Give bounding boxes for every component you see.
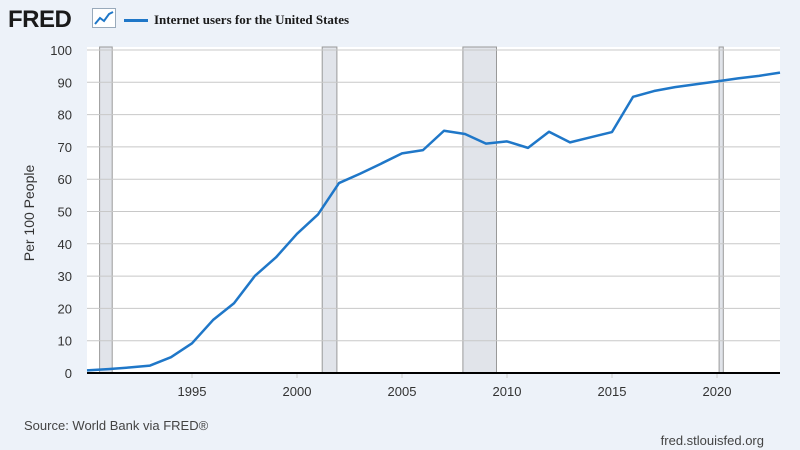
y-tick-label: 50	[58, 205, 72, 220]
y-tick-label: 30	[58, 269, 72, 284]
y-tick-label: 70	[58, 140, 72, 155]
fred-logo: FRED	[8, 6, 72, 33]
y-tick-label: 90	[58, 75, 72, 90]
x-tick-label: 2005	[388, 384, 417, 399]
site-url[interactable]: fred.stlouisfed.org	[660, 433, 764, 448]
y-axis-label: Per 100 People	[21, 164, 37, 262]
legend-swatch	[124, 18, 148, 22]
legend: Internet users for the United States	[124, 12, 349, 28]
x-tick-label: 2010	[493, 384, 522, 399]
y-tick-label: 60	[58, 172, 72, 187]
recession-band	[99, 46, 113, 374]
line-chart-icon	[92, 8, 116, 28]
recession-band	[718, 46, 724, 374]
recession-band	[462, 46, 497, 374]
recession-band	[321, 46, 338, 374]
x-tick-label: 2020	[703, 384, 732, 399]
x-tick-label: 2015	[598, 384, 627, 399]
y-tick-label: 0	[65, 366, 72, 381]
x-tick-label: 1995	[178, 384, 207, 399]
series-line	[86, 71, 781, 372]
y-tick-label: 10	[58, 334, 72, 349]
source-note: Source: World Bank via FRED®	[24, 418, 209, 433]
plot-area	[87, 47, 780, 373]
legend-label: Internet users for the United States	[154, 12, 350, 27]
y-tick-label: 40	[58, 237, 72, 252]
x-tick-label: 2000	[283, 384, 312, 399]
y-tick-label: 20	[58, 301, 72, 316]
y-tick-label: 80	[58, 108, 72, 123]
y-tick-label: 100	[50, 43, 72, 58]
